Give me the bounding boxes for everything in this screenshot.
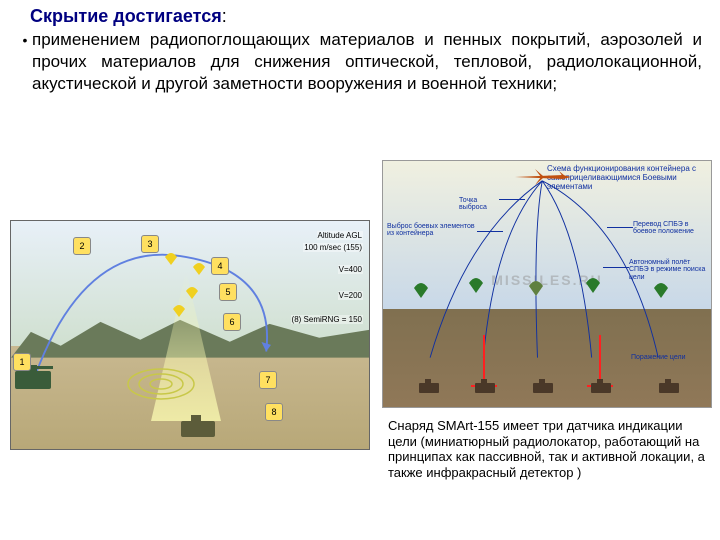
velocity-200-label: V=200 [338,291,363,300]
target-tank-icon [591,383,611,393]
altitude-value-label: 100 m/sec (155) [303,243,363,252]
arming-label: Перевод СПБЭ в боевое положение [633,221,707,236]
body-text: применением радиопоглощающих материалов … [32,29,702,95]
parachute-icon [184,285,200,301]
parachute-icon [468,276,484,294]
waypoint-marker: 3 [141,235,159,253]
parachute-icon [171,303,187,319]
waypoint-marker: 8 [265,403,283,421]
parachute-icon [653,281,669,299]
parachute-icon [528,279,544,297]
target-tank-icon [533,383,553,393]
waypoint-marker: 5 [219,283,237,301]
trajectory-diagram-left: 1 2 3 4 5 6 7 8 Altitude AGL 100 m/sec (… [10,220,370,450]
range-label: (8) SemiRNG = 150 [291,315,363,324]
parachute-icon [413,281,429,299]
search-spiral [126,359,196,409]
target-tank-icon [181,421,215,437]
parachute-icon [585,276,601,294]
callout-line [477,231,503,232]
release-point-label: Точка выброса [459,197,499,212]
launcher-tank-icon [15,371,51,389]
target-beam [599,335,601,385]
callout-line [607,227,633,228]
waypoint-marker: 7 [259,371,277,389]
ejection-label: Выброс боевых элементов из контейнера [387,223,477,238]
bullet-paragraph: • применением радиопоглощающих материало… [0,27,720,95]
target-beam [483,335,485,385]
bullet-marker: • [18,29,32,95]
callout-line [603,267,629,268]
search-label: Автономный полёт СПБЭ в режиме поиска це… [629,259,707,281]
hit-label: Поражение цели [631,354,689,361]
trajectory-diagram-right: MISSILES.RU Схема функционирования конте… [382,160,712,408]
parachute-icon [191,261,207,277]
diagram-area: 1 2 3 4 5 6 7 8 Altitude AGL 100 m/sec (… [0,160,720,540]
target-tank-icon [475,383,495,393]
target-tank-icon [419,383,439,393]
parachute-icon [163,251,179,267]
target-tank-icon [659,383,679,393]
waypoint-marker: 6 [223,313,241,331]
velocity-400-label: V=400 [338,265,363,274]
altitude-label: Altitude AGL [317,231,363,240]
callout-line [499,199,525,200]
page-title: Скрытие достигается: [30,6,227,26]
figure-caption: Снаряд SMArt-155 имеет три датчика индик… [388,418,708,480]
waypoint-marker: 4 [211,257,229,275]
waypoint-marker: 1 [13,353,31,371]
waypoint-marker: 2 [73,237,91,255]
